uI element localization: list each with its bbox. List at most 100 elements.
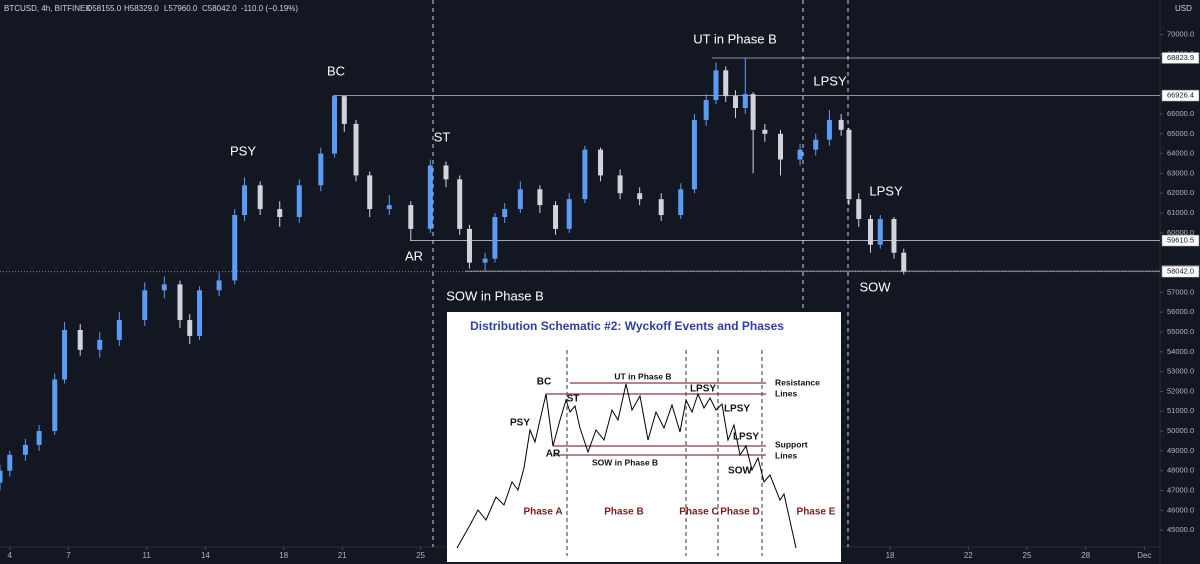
y-tick-label: 46000.0: [1167, 505, 1194, 514]
ohlc-close: C58042.0: [202, 4, 237, 13]
candle-body: [678, 189, 684, 216]
y-tick-label: 54000.0: [1167, 347, 1194, 356]
x-tick-label: 18: [886, 551, 895, 560]
inset-title: Distribution Schematic #2: Wyckoff Event…: [470, 319, 784, 333]
candle-body: [867, 218, 873, 245]
ohlc-open: O58155.0: [86, 4, 122, 13]
y-tick-label: 62000.0: [1167, 188, 1194, 197]
candle-body: [466, 228, 472, 263]
event-label: UT in Phase B: [693, 31, 777, 46]
y-tick-label: 66000.0: [1167, 109, 1194, 118]
currency: USD: [1175, 4, 1192, 13]
candle-body: [242, 185, 248, 216]
candle-body: [750, 94, 756, 130]
inset-phase: Phase A: [523, 507, 562, 518]
event-label: ST: [434, 129, 451, 144]
inset-event: ST: [567, 394, 580, 405]
y-tick-label: 56000.0: [1167, 307, 1194, 316]
candle-body: [891, 218, 897, 253]
candle-body: [386, 205, 392, 210]
candle-body: [877, 218, 883, 245]
candle-body: [537, 189, 543, 206]
x-tick-label: 4: [8, 551, 13, 560]
y-tick-label: 48000.0: [1167, 466, 1194, 475]
candle-body: [457, 179, 463, 229]
candle-body: [838, 119, 844, 130]
event-label: SOW: [859, 279, 891, 294]
y-tick-label: 45000.0: [1167, 525, 1194, 534]
y-tick-label: 70000.0: [1167, 30, 1194, 39]
candle-body: [277, 209, 283, 218]
x-tick-label: 21: [338, 551, 347, 560]
event-label: SOW in Phase B: [446, 288, 544, 303]
inset-note: Support: [775, 439, 808, 449]
y-tick-label: 47000.0: [1167, 485, 1194, 494]
inset-event: PSY: [510, 418, 530, 429]
y-tick-label: 61000.0: [1167, 208, 1194, 217]
inset-event: LPSY: [690, 384, 716, 395]
candle-body: [161, 284, 167, 291]
y-tick-label: 63000.0: [1167, 168, 1194, 177]
plot: [0, 57, 1160, 491]
event-label: PSY: [230, 143, 256, 158]
candle-body: [703, 100, 709, 120]
candle-body: [637, 193, 643, 200]
candle-body: [7, 454, 13, 471]
candle-body: [856, 199, 862, 219]
level-label: 68823.9: [1167, 53, 1194, 62]
inset-diagram: Distribution Schematic #2: Wyckoff Event…: [447, 312, 841, 562]
y-tick-label: 49000.0: [1167, 446, 1194, 455]
candle-body: [296, 185, 302, 218]
y-tick-label: 64000.0: [1167, 149, 1194, 158]
candle-body: [367, 175, 373, 210]
inset-note: Lines: [775, 450, 797, 460]
inset-phase: Phase B: [604, 507, 643, 518]
inset-event: LPSY: [724, 404, 750, 415]
symbol-legend: BTCUSD, 4h, BITFINEX O58155.0 H58329.0 L…: [4, 4, 1192, 13]
event-label: LPSY: [869, 183, 903, 198]
candle-body: [77, 329, 83, 350]
event-label: AR: [405, 248, 423, 263]
inset-event: LPSY: [733, 432, 759, 443]
phase-dividers: [432, 0, 849, 547]
candle-body: [517, 189, 523, 210]
candle-body: [826, 119, 832, 140]
x-tick-label: Dec: [1137, 551, 1151, 560]
candle-body: [142, 290, 148, 321]
level-tag: [1161, 234, 1200, 247]
candle-body: [116, 320, 122, 340]
candle-body: [52, 379, 58, 432]
candle-body: [492, 217, 498, 259]
x-tick-label: 18: [279, 551, 288, 560]
candle-body: [62, 329, 68, 380]
inset-event: AR: [546, 449, 561, 460]
candle-body: [566, 199, 572, 229]
x-tick-label: 28: [1081, 551, 1090, 560]
level-tag: [1161, 89, 1200, 102]
candle-body: [318, 153, 324, 186]
candle-body: [216, 280, 222, 291]
level-tag: [1161, 265, 1200, 278]
candle-body: [257, 185, 263, 210]
candle-body: [691, 119, 697, 190]
candle-body: [443, 165, 449, 180]
candle-body: [0, 470, 3, 483]
candle-body: [813, 139, 819, 150]
inset-event: BC: [537, 377, 551, 388]
symbol: BTCUSD, 4h, BITFINEX: [4, 4, 91, 13]
inset-phase: Phase E: [797, 507, 836, 518]
candle-body: [36, 431, 42, 445]
candle-body: [177, 284, 183, 321]
inset-event: UT in Phase B: [614, 371, 671, 381]
inset-event: SOW in Phase B: [592, 457, 658, 467]
candle-body: [408, 205, 414, 229]
candle-body: [846, 129, 852, 200]
level-label: 59610.5: [1167, 236, 1194, 245]
candle-body: [901, 252, 907, 272]
candle-body: [22, 444, 28, 455]
schematic-path: [456, 383, 797, 549]
y-tick-label: 57000.0: [1167, 287, 1194, 296]
inset-event: SOW: [728, 466, 752, 477]
level-label: 58042.0: [1167, 267, 1194, 276]
